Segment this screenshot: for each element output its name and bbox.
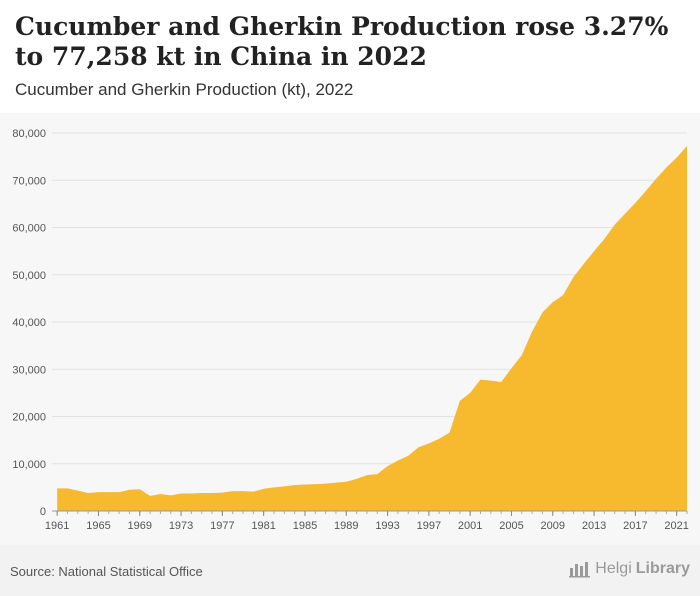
y-tick-label: 10,000 [12, 459, 46, 471]
y-tick-label: 80,000 [12, 128, 46, 140]
y-tick-label: 0 [40, 506, 46, 518]
x-tick-label: 2005 [499, 520, 523, 532]
x-tick-label: 1965 [86, 520, 110, 532]
x-tick-label: 1961 [45, 520, 69, 532]
x-tick-label: 2009 [541, 520, 565, 532]
y-tick-label: 30,000 [12, 364, 46, 376]
bar-chart-building-icon [569, 562, 591, 578]
x-tick-label: 1985 [293, 520, 317, 532]
x-tick-label: 1969 [128, 520, 152, 532]
chart-subtitle: Cucumber and Gherkin Production (kt), 20… [15, 80, 354, 99]
page-title: Cucumber and Gherkin Production rose 3.2… [15, 12, 669, 71]
y-tick-label: 70,000 [12, 175, 46, 187]
y-tick-label: 50,000 [12, 270, 46, 282]
x-tick-label: 2013 [582, 520, 606, 532]
x-tick-label: 1989 [334, 520, 358, 532]
y-tick-label: 40,000 [12, 317, 46, 329]
area-chart: 0 10,000 20,000 30,000 40,000 50,000 60,000 70,… [12, 128, 689, 532]
y-tick-label: 20,000 [12, 412, 46, 424]
source-note: Source: National Statistical Office [10, 564, 203, 579]
x-tick-label: 1981 [251, 520, 275, 532]
helgi-library-logo: Helgi Library [569, 560, 690, 578]
x-tick-label: 1993 [375, 520, 399, 532]
header: Cucumber and Gherkin Production rose 3.2… [0, 0, 700, 113]
x-tick-label: 1973 [169, 520, 193, 532]
x-tick-label: 1997 [417, 520, 441, 532]
series-area [57, 145, 688, 512]
logo-text-library: Library [635, 560, 690, 577]
x-tick-label: 1977 [210, 520, 234, 532]
x-tick-label: 2021 [664, 520, 688, 532]
logo-text-helgi: Helgi [595, 560, 632, 577]
x-tick-label: 2001 [458, 520, 482, 532]
y-tick-label: 60,000 [12, 223, 46, 235]
x-tick-label: 2017 [623, 520, 647, 532]
